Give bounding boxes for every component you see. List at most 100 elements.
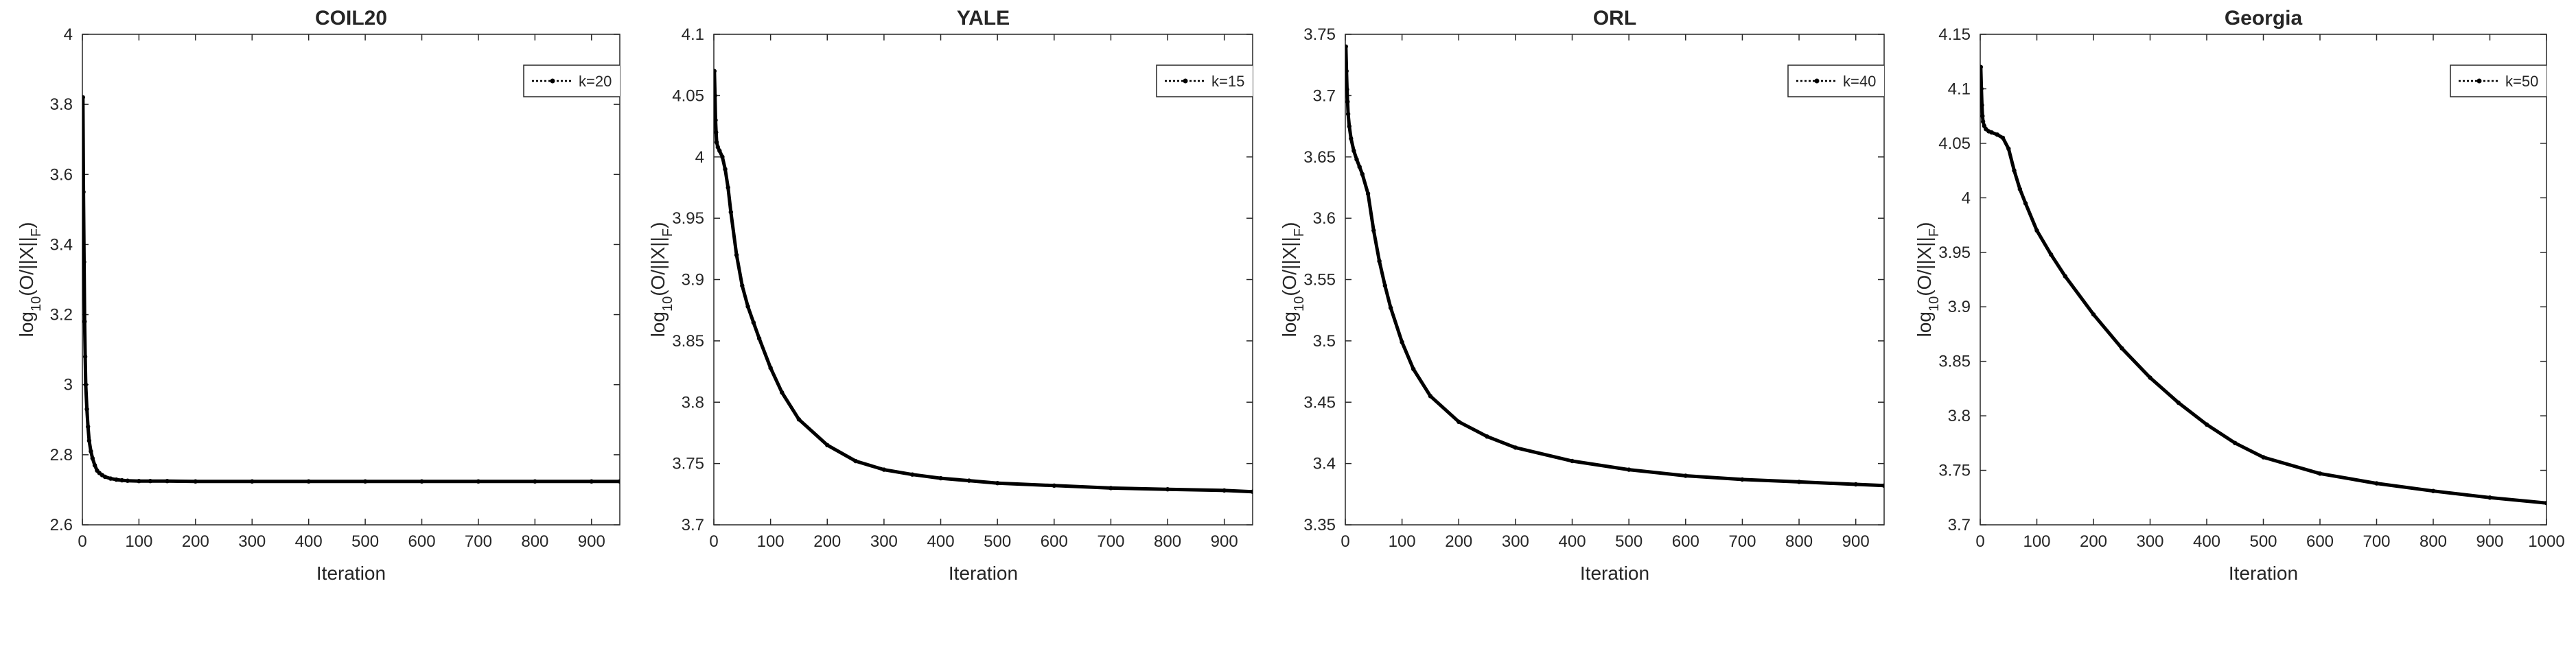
data-point bbox=[148, 479, 153, 484]
x-tick-label: 900 bbox=[578, 532, 605, 551]
data-point bbox=[1354, 157, 1359, 162]
x-tick-label: 300 bbox=[238, 532, 266, 551]
data-point bbox=[714, 69, 717, 73]
y-tick-label: 4 bbox=[64, 25, 73, 44]
x-tick-label: 0 bbox=[78, 532, 86, 551]
legend: k=50 bbox=[2450, 64, 2546, 97]
y-tick-label: 3.35 bbox=[1303, 516, 1336, 534]
data-point bbox=[1165, 487, 1170, 492]
plot-area bbox=[713, 34, 1253, 526]
data-point bbox=[1411, 366, 1416, 372]
chart-title: ORL bbox=[1593, 7, 1636, 30]
data-point bbox=[1250, 489, 1253, 494]
legend-label: k=50 bbox=[2505, 73, 2538, 90]
data-point bbox=[108, 476, 113, 481]
x-tick-label: 200 bbox=[813, 532, 841, 551]
data-point bbox=[533, 479, 537, 484]
data-point bbox=[2006, 146, 2011, 151]
data-point bbox=[137, 479, 141, 484]
y-tick-label: 4 bbox=[1962, 189, 1971, 207]
data-point bbox=[768, 366, 773, 370]
y-tick-label: 4.15 bbox=[1938, 25, 1971, 44]
data-point bbox=[2017, 187, 2022, 191]
x-tick-label: 700 bbox=[1097, 532, 1124, 551]
data-point bbox=[1360, 172, 1365, 176]
data-point bbox=[306, 479, 311, 484]
x-tick-label: 100 bbox=[125, 532, 152, 551]
x-tick-label: 1000 bbox=[2528, 532, 2564, 551]
data-point bbox=[995, 481, 1000, 486]
data-point bbox=[362, 479, 368, 484]
data-point bbox=[102, 474, 108, 480]
data-point bbox=[734, 252, 739, 257]
y-axis-label: log10(O/||X||F) bbox=[1914, 222, 1942, 338]
x-tick-label: 500 bbox=[984, 532, 1011, 551]
data-point bbox=[476, 479, 481, 484]
data-point bbox=[938, 475, 943, 481]
data-point bbox=[714, 117, 718, 123]
data-point bbox=[1989, 130, 1994, 135]
legend: k=40 bbox=[1787, 64, 1884, 97]
data-point bbox=[1382, 283, 1388, 288]
data-point bbox=[714, 130, 719, 135]
legend-label: k=20 bbox=[579, 73, 612, 90]
chart-title: Georgia bbox=[2225, 7, 2303, 30]
data-point bbox=[1980, 64, 1983, 69]
y-tick-label: 3.5 bbox=[1313, 332, 1336, 351]
data-point bbox=[83, 382, 89, 387]
data-point bbox=[1796, 480, 1802, 484]
x-tick-label: 400 bbox=[927, 532, 955, 551]
x-tick-label: 500 bbox=[2249, 532, 2277, 551]
y-tick-label: 3.6 bbox=[1313, 209, 1336, 228]
data-point bbox=[2317, 471, 2323, 476]
chart-panel-1: 0 100 200 300 400 500 600 700 800 900 3.7 3.75 3.8 3.… bbox=[647, 7, 1253, 584]
y-tick-label: 3.95 bbox=[672, 209, 704, 228]
legend-box bbox=[523, 64, 620, 97]
data-point bbox=[1881, 483, 1884, 488]
chart-title: COIL20 bbox=[315, 7, 387, 30]
data-point bbox=[1345, 44, 1348, 49]
data-point bbox=[82, 95, 85, 100]
data-point bbox=[1365, 191, 1371, 196]
x-tick-label: 200 bbox=[182, 532, 209, 551]
x-tick-label: 100 bbox=[757, 532, 785, 551]
x-tick-label: 200 bbox=[1445, 532, 1472, 551]
data-point bbox=[1980, 119, 1986, 124]
x-tick-label: 400 bbox=[1559, 532, 1586, 551]
data-point bbox=[1980, 103, 1984, 108]
y-tick-label: 3.8 bbox=[682, 393, 704, 412]
y-tick-label: 3.55 bbox=[1303, 271, 1336, 290]
y-tick-label: 3.7 bbox=[682, 516, 704, 534]
chart-panel-2: 0 100 200 300 400 500 600 700 800 900 3.35 3.4 3.45 3… bbox=[1279, 7, 1885, 584]
data-point bbox=[165, 479, 170, 484]
legend-marker bbox=[1183, 78, 1188, 84]
data-point bbox=[589, 479, 594, 484]
data-point bbox=[2034, 228, 2039, 233]
x-tick-label: 600 bbox=[1041, 532, 1068, 551]
y-tick-label: 3.85 bbox=[1938, 353, 1971, 371]
plot-area bbox=[1980, 34, 2547, 526]
x-tick-label: 0 bbox=[709, 532, 718, 551]
data-point bbox=[796, 417, 802, 422]
data-point bbox=[715, 145, 721, 150]
x-tick-label: 600 bbox=[1672, 532, 1699, 551]
y-tick-label: 3.75 bbox=[1938, 462, 1971, 480]
x-tick-label: 800 bbox=[1154, 532, 1181, 551]
data-point bbox=[723, 167, 728, 172]
x-tick-label: 300 bbox=[2136, 532, 2163, 551]
legend: k=15 bbox=[1156, 64, 1253, 97]
data-point bbox=[1349, 136, 1354, 141]
y-tick-label: 4.1 bbox=[682, 25, 704, 44]
x-tick-label: 700 bbox=[1728, 532, 1756, 551]
data-point bbox=[2148, 375, 2153, 380]
x-axis-label: Iteration bbox=[2229, 563, 2298, 584]
series-line bbox=[82, 97, 620, 484]
data-point bbox=[1982, 123, 1986, 128]
data-point bbox=[125, 478, 130, 483]
x-tick-label: 700 bbox=[465, 532, 492, 551]
chart-panel-3: 0 100 200 300 400 500 600 700 800 900 1000 3.7 3.75 3… bbox=[1914, 7, 2565, 584]
data-point bbox=[1995, 132, 1999, 137]
x-tick-label: 100 bbox=[2023, 532, 2050, 551]
data-point bbox=[193, 479, 198, 484]
